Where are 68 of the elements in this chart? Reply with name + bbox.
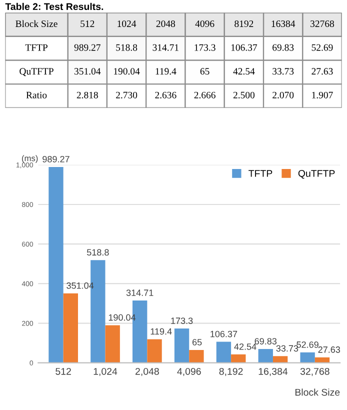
data-label: 518.8 — [86, 249, 109, 256]
bar — [231, 354, 246, 363]
data-label: 989.27 — [42, 156, 70, 162]
data-label: 351.04 — [74, 68, 101, 75]
legend-label: TFTP — [248, 170, 272, 177]
data-label: 190.04 — [114, 68, 140, 75]
data-label: 2.730 — [116, 92, 138, 98]
bar — [63, 293, 78, 363]
data-label: 69.83 — [254, 338, 277, 344]
bar — [105, 325, 120, 363]
data-label: 52.69 — [296, 341, 318, 348]
bar — [314, 357, 330, 363]
data-label: 518.8 — [116, 44, 138, 51]
x-tick-label: 8,192 — [219, 368, 243, 376]
data-label: 2.500 — [233, 92, 255, 98]
x-tick-label: 4,096 — [177, 368, 201, 376]
data-label: 173.3 — [194, 44, 216, 51]
data-label: 314.71 — [152, 44, 178, 51]
x-tick-label: 512 — [80, 20, 94, 28]
data-label: 52.69 — [312, 44, 333, 51]
x-tick-label: 16384 — [272, 20, 296, 28]
data-label: 27.63 — [318, 346, 340, 353]
data-label: 173.3 — [171, 318, 193, 324]
x-axis-title: Block Size — [16, 20, 58, 28]
y-tick-label: QuTFTP — [20, 68, 54, 76]
data-label: 119.4 — [156, 68, 176, 75]
bar — [174, 328, 190, 363]
bar — [300, 352, 315, 363]
legend-label: QuTFTP — [298, 170, 335, 179]
x-axis-title: Block Size — [295, 388, 340, 396]
x-tick-label: 8192 — [234, 20, 254, 28]
x-tick-label: 32,768 — [300, 368, 330, 376]
bar — [216, 342, 232, 363]
data-label: 65 — [192, 339, 202, 346]
data-label: 33.73 — [272, 68, 294, 75]
data-label: 1.907 — [312, 92, 333, 98]
chart-title: Table 2: Test Results. — [5, 2, 104, 10]
x-tick-label: 1,024 — [94, 368, 118, 376]
y-tick-label: Ratio — [26, 92, 47, 98]
data-label: 106.37 — [210, 330, 238, 338]
bar — [48, 166, 64, 363]
data-label: 314.71 — [126, 290, 154, 296]
x-tick-label: 16,384 — [258, 368, 288, 376]
y-tick-label: TFTP — [25, 44, 48, 51]
y-axis-title: (ms) — [22, 155, 38, 163]
data-label: 42.54 — [233, 68, 255, 75]
x-tick-label: 2048 — [156, 20, 176, 28]
data-label: 69.83 — [272, 44, 294, 51]
data-label: 989.27 — [74, 44, 100, 51]
data-label: 2.818 — [76, 92, 98, 98]
x-tick-label: 32768 — [310, 20, 334, 28]
x-tick-label: 4096 — [195, 20, 214, 28]
bar — [189, 350, 204, 363]
data-label: 106.37 — [231, 44, 258, 51]
bar — [272, 356, 288, 363]
data-label: 2.636 — [155, 92, 176, 98]
data-label: 65 — [200, 68, 210, 75]
data-label: 2.666 — [194, 92, 216, 98]
data-label: 42.54 — [234, 343, 256, 350]
data-label: 27.63 — [312, 68, 333, 75]
x-tick-label: 1024 — [118, 20, 136, 28]
bar — [258, 349, 273, 363]
x-tick-label: 512 — [56, 368, 71, 375]
data-label: 33.73 — [276, 345, 298, 352]
data-label: 119.4 — [150, 328, 172, 335]
bar — [147, 339, 162, 363]
data-label: 2.070 — [272, 92, 294, 98]
x-tick-label: 2,048 — [136, 368, 159, 376]
